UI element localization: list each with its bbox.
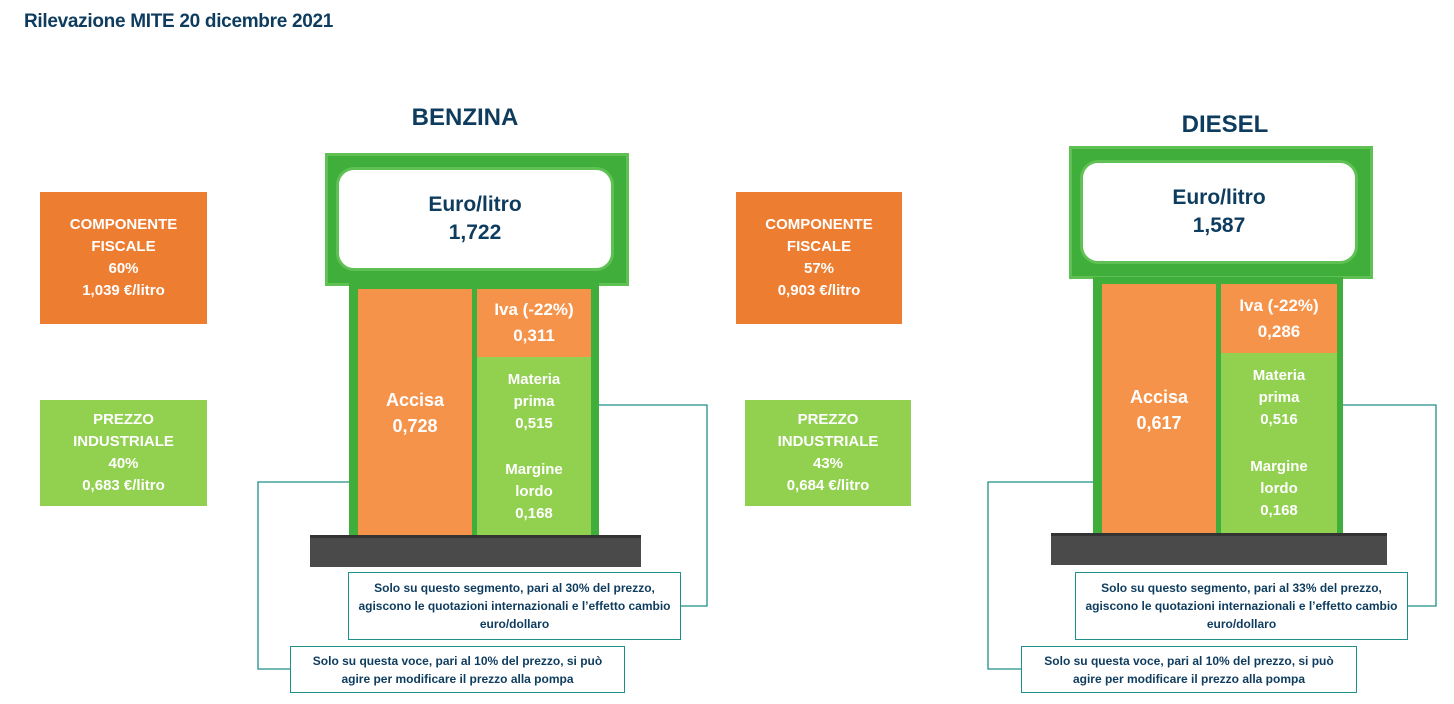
benzina-iva-label: Iva (-22%) (494, 300, 574, 319)
benzina-fiscale-pct: 60% (108, 260, 139, 277)
diesel-pump-base (1051, 533, 1387, 565)
diesel-margine-value: 0,168 (1260, 502, 1298, 519)
benzina-title: BENZINA (411, 104, 519, 131)
diesel-margine-line2: lordo (1260, 480, 1298, 497)
diesel-note-materia-line1: Solo su questo segmento, pari al 33% del… (1101, 581, 1382, 595)
diesel-industriale-line1: PREZZO (797, 411, 859, 428)
diesel-margine-line1: Margine (1250, 458, 1308, 475)
benzina-componente-fiscale: COMPONENTE FISCALE 60% 1,039 €/litro (40, 192, 207, 324)
diesel-screen-unit: Euro/litro (1172, 186, 1266, 209)
diesel-fiscale-line2: FISCALE (786, 238, 852, 255)
diesel-fiscale-line1: COMPONENTE (765, 216, 873, 233)
benzina-note-materia-line3: euro/dollaro (479, 617, 550, 631)
diesel-screen-price: 1,587 (1192, 214, 1246, 237)
diesel-accisa-value: 0,617 (1136, 412, 1182, 433)
benzina-industriale-line2: INDUSTRIALE (73, 433, 174, 450)
diesel-iva-segment: Iva (-22%) 0,286 (1221, 284, 1337, 353)
diesel-materia-connector (1298, 404, 1437, 607)
diesel-note-margine-line1: Solo su questa voce, pari al 10% del pre… (1044, 653, 1334, 668)
diesel-title: DIESEL (1181, 111, 1269, 138)
diesel-accisa-label: Accisa (1129, 386, 1189, 407)
diesel-industriale-pct: 43% (812, 455, 844, 472)
benzina-accisa-label: Accisa (385, 390, 445, 410)
benzina-margine-lordo-segment: Margine lordo 0,168 (477, 446, 591, 537)
benzina-note-margine-line1: Solo su questa voce, pari al 10% del pre… (312, 653, 603, 668)
diesel-note-materia: Solo su questo segmento, pari al 33% del… (1075, 572, 1408, 640)
diesel-margine-lordo-segment: Margine lordo 0,168 (1221, 443, 1337, 535)
benzina-iva-segment: Iva (-22%) 0,311 (477, 289, 591, 357)
benzina-industriale-line1: PREZZO (93, 411, 154, 428)
diesel-fiscale-value: 0,903 €/litro (777, 282, 861, 299)
benzina-prezzo-industriale: PREZZO INDUSTRIALE 40% 0,683 €/litro (40, 400, 207, 506)
diesel-materia-line1: Materia (1252, 367, 1306, 384)
diesel-iva-value: 0,286 (1257, 321, 1301, 341)
benzina-iva-value: 0,311 (513, 326, 555, 345)
benzina-accisa-value: 0,728 (392, 416, 438, 436)
benzina-accisa-segment: Accisa 0,728 (358, 289, 472, 537)
benzina-materia-line2: prima (513, 392, 555, 410)
diesel-materia-value: 0,516 (1260, 411, 1298, 428)
benzina-note-margine: Solo su questa voce, pari al 10% del pre… (290, 646, 625, 693)
diesel-industriale-line2: INDUSTRIALE (777, 433, 879, 450)
diesel-prezzo-industriale: PREZZO INDUSTRIALE 43% 0,684 €/litro (745, 400, 911, 506)
diesel-note-margine: Solo su questa voce, pari al 10% del pre… (1021, 646, 1357, 693)
benzina-materia-prima-segment: Materia prima 0,515 (477, 357, 591, 446)
diesel-materia-prima-segment: Materia prima 0,516 (1221, 353, 1337, 443)
benzina-screen-price: 1,722 (448, 221, 502, 244)
benzina-screen-unit: Euro/litro (428, 193, 522, 216)
diesel-materia-line2: prima (1258, 389, 1300, 406)
diesel-iva-label: Iva (-22%) (1239, 295, 1319, 315)
benzina-fiscale-value: 1,039 €/litro (82, 282, 165, 299)
benzina-fiscale-line1: COMPONENTE (69, 216, 178, 233)
benzina-pump-base (310, 535, 641, 567)
benzina-fiscale-line2: FISCALE (91, 238, 156, 255)
benzina-materia-line1: Materia (507, 370, 561, 388)
benzina-industriale-value: 0,683 €/litro (82, 477, 165, 494)
benzina-note-materia-line2: agiscono le quotazioni internazionali e … (358, 599, 671, 613)
benzina-margine-line1: Margine (505, 460, 563, 478)
diesel-note-materia-line3: euro/dollaro (1206, 617, 1277, 631)
diesel-price-screen: Euro/litro 1,587 (1080, 160, 1358, 264)
benzina-note-margine-line2: agire per modificare il prezzo alla pomp… (341, 671, 574, 686)
benzina-price-screen: Euro/litro 1,722 (336, 167, 614, 271)
diesel-note-materia-line2: agiscono le quotazioni internazionali e … (1085, 599, 1398, 613)
diesel-fiscale-pct: 57% (803, 260, 835, 277)
benzina-note-materia: Solo su questo segmento, pari al 30% del… (348, 572, 681, 640)
benzina-margine-line2: lordo (515, 482, 553, 500)
diesel-accisa-segment: Accisa 0,617 (1102, 284, 1216, 535)
benzina-margine-value: 0,168 (515, 504, 553, 522)
benzina-materia-connector (566, 404, 708, 607)
benzina-note-materia-line1: Solo su questo segmento, pari al 30% del… (374, 581, 655, 595)
diesel-note-margine-line2: agire per modificare il prezzo alla pomp… (1072, 671, 1306, 686)
benzina-materia-value: 0,515 (515, 414, 553, 432)
page-title: Rilevazione MITE 20 dicembre 2021 (24, 11, 334, 32)
diesel-componente-fiscale: COMPONENTE FISCALE 57% 0,903 €/litro (736, 192, 902, 324)
benzina-industriale-pct: 40% (108, 455, 139, 472)
diesel-industriale-value: 0,684 €/litro (786, 477, 870, 494)
